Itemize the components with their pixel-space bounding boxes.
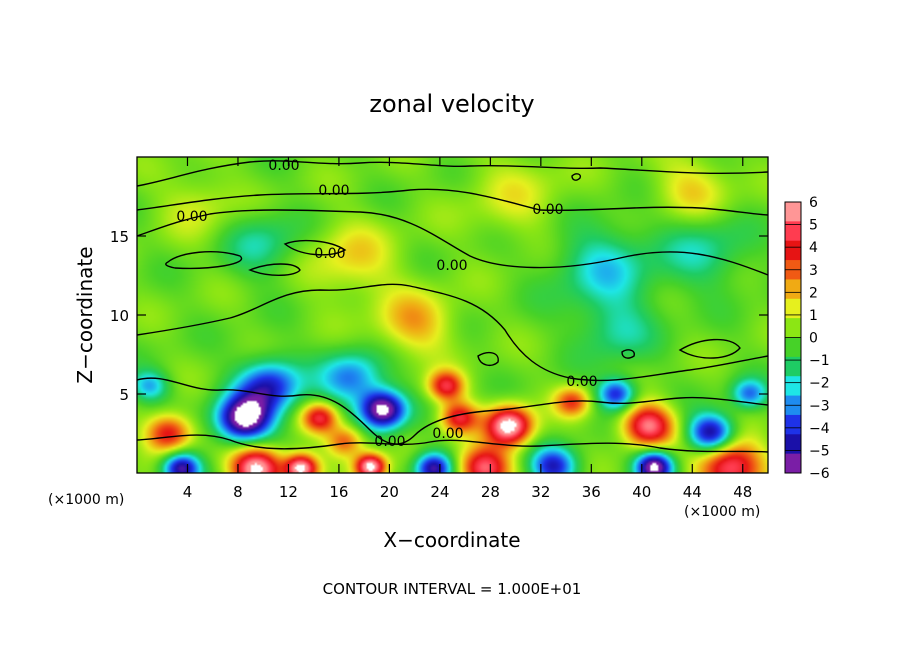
contour-label: 0.00 — [566, 374, 597, 390]
x-tick-label: 24 — [430, 483, 449, 501]
contour-label: 0.00 — [176, 209, 207, 225]
zero-contours — [137, 160, 768, 453]
colorbar-swatch — [785, 453, 801, 474]
colorbar-swatch — [785, 376, 801, 397]
colorbar-tick-label: 5 — [809, 218, 818, 234]
x-tick-label: 44 — [683, 483, 702, 501]
colorbar-swatch — [785, 318, 801, 338]
contour-line — [165, 251, 243, 270]
x-axis-label: X−coordinate — [383, 528, 520, 552]
contour-label: 0.00 — [314, 246, 345, 262]
contour-line — [137, 283, 768, 382]
x-tick-label: 12 — [279, 483, 298, 501]
contour-line — [137, 160, 768, 187]
contour-line — [477, 351, 499, 367]
colorbar-swatch — [785, 414, 801, 435]
contour-label: 0.00 — [432, 426, 463, 442]
colorbar-tick-label: −4 — [809, 421, 830, 437]
colorbar-tick-label: −5 — [809, 443, 830, 459]
colorbar-tick-label: −6 — [809, 466, 830, 482]
contour-label: 0.00 — [268, 158, 299, 174]
y-axis-label: Z−coordinate — [73, 246, 97, 383]
x-tick-label: 36 — [582, 483, 601, 501]
colorbar: 6 5 4 3 2 1 0 −1 −2 −3 −4 −5 −6 — [784, 195, 830, 482]
x-tick-label: 28 — [481, 483, 500, 501]
x-axis-ticks: 4 8 12 16 20 24 28 32 36 40 44 48 — [183, 157, 752, 501]
colorbar-swatch — [785, 434, 801, 455]
contour-line — [137, 377, 768, 445]
x-tick-label: 4 — [183, 483, 193, 501]
heatmap-field — [137, 157, 768, 473]
x-tick-label: 20 — [380, 483, 399, 501]
x-tick-label: 8 — [233, 483, 243, 501]
colorbar-tick-label: 0 — [809, 331, 818, 347]
contour-line — [248, 263, 301, 276]
colorbar-tick-label: −2 — [809, 376, 830, 392]
contour-label: 0.00 — [532, 202, 563, 218]
colorbar-swatch — [785, 337, 801, 358]
colorbar-tick-label: 6 — [809, 195, 818, 211]
colorbar-swatch — [785, 356, 801, 377]
x-unit-left: (×1000 m) — [48, 492, 124, 508]
y-axis-ticks: 5 10 15 — [110, 228, 768, 404]
contour-line — [137, 209, 768, 276]
y-tick-label: 10 — [110, 307, 129, 325]
colorbar-tick-label: −1 — [809, 353, 830, 369]
x-unit-right: (×1000 m) — [684, 504, 760, 520]
colorbar-tick-label: 2 — [809, 285, 818, 301]
contour-line — [283, 239, 347, 256]
contour-interval-note: CONTOUR INTERVAL = 1.000E+01 — [323, 580, 582, 598]
colorbar-tick-label: 1 — [809, 308, 818, 324]
contour-label: 0.00 — [374, 434, 405, 450]
contour-line — [678, 338, 741, 359]
y-tick-label: 5 — [119, 386, 129, 404]
contour-label: 0.00 — [318, 183, 349, 199]
contour-line — [621, 349, 635, 359]
colorbar-tick-label: −3 — [809, 398, 830, 414]
x-tick-label: 32 — [531, 483, 550, 501]
colorbar-swatch — [785, 279, 801, 300]
x-tick-label: 48 — [733, 483, 752, 501]
colorbar-swatch — [785, 221, 801, 242]
colorbar-tick-label: 3 — [809, 263, 818, 279]
x-tick-label: 40 — [632, 483, 651, 501]
x-tick-label: 16 — [329, 483, 348, 501]
contour-line — [137, 188, 768, 216]
colorbar-tick-label: 4 — [809, 240, 818, 256]
y-tick-label: 15 — [110, 228, 129, 246]
contour-labels: 0.00 0.00 0.00 0.00 0.00 0.00 0.00 0.00 0.00 — [176, 158, 597, 450]
chart-title: zonal velocity — [369, 90, 534, 118]
contour-line — [571, 173, 582, 181]
contour-label: 0.00 — [436, 258, 467, 274]
contour-line — [137, 434, 768, 453]
colorbar-swatch — [785, 240, 801, 261]
colorbar-swatch — [785, 298, 801, 319]
colorbar-swatch — [785, 202, 801, 222]
